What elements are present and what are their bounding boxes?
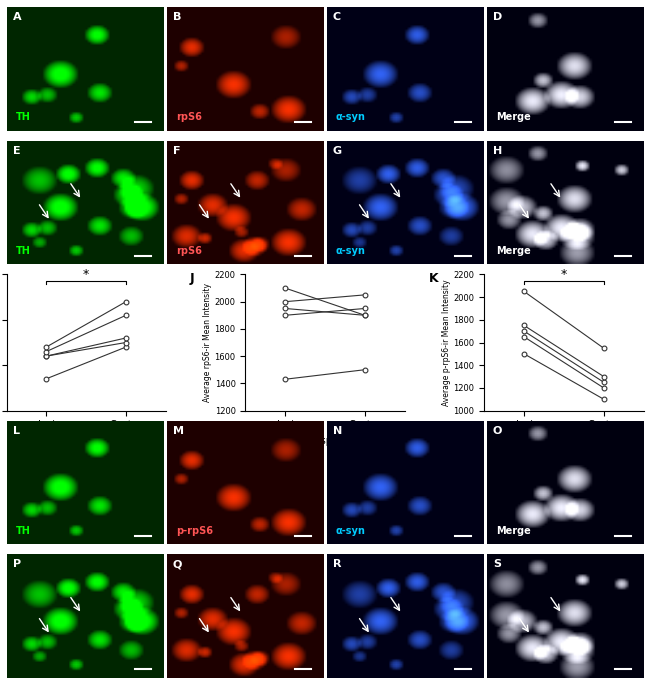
Point (280, 296, 291, 307)
X-axis label: Hemisphere: Hemisphere (534, 436, 593, 446)
Text: TH: TH (16, 246, 31, 256)
Point (599, 394, 609, 405)
Text: P: P (13, 560, 21, 569)
Text: R: R (333, 560, 341, 569)
Point (519, 320, 529, 331)
Point (121, 337, 131, 348)
Text: p-rpS6: p-rpS6 (176, 525, 213, 536)
Point (41, 351, 51, 362)
Point (121, 310, 131, 321)
Point (280, 374, 291, 385)
Text: K: K (428, 272, 438, 285)
Text: B: B (173, 12, 181, 22)
Text: TH: TH (16, 112, 31, 122)
Point (121, 296, 131, 307)
Point (599, 382, 609, 393)
Text: TH: TH (16, 525, 31, 536)
Text: *: * (83, 268, 89, 281)
Point (121, 332, 131, 343)
Point (599, 377, 609, 388)
Text: E: E (13, 146, 20, 155)
Text: C: C (333, 12, 341, 22)
Text: A: A (13, 12, 21, 22)
X-axis label: Hemisphere: Hemisphere (296, 436, 354, 446)
Point (359, 310, 370, 321)
Text: Merge: Merge (496, 525, 531, 536)
Point (41, 346, 51, 357)
Point (519, 349, 529, 360)
Text: Merge: Merge (496, 246, 531, 256)
Point (359, 310, 370, 321)
Text: rpS6: rpS6 (176, 112, 202, 122)
Text: J: J (190, 272, 194, 285)
Text: N: N (333, 425, 342, 436)
Point (41, 351, 51, 362)
Text: S: S (493, 560, 501, 569)
Text: O: O (493, 425, 502, 436)
Point (519, 332, 529, 342)
Point (519, 286, 529, 297)
Y-axis label: Average p-rpS6-ir Mean Intensity: Average p-rpS6-ir Mean Intensity (441, 279, 450, 406)
Point (519, 325, 529, 336)
Text: Q: Q (173, 560, 182, 569)
Point (599, 371, 609, 382)
Text: G: G (333, 146, 342, 155)
Point (280, 283, 291, 294)
Text: α-syn: α-syn (336, 112, 366, 122)
Point (41, 342, 51, 353)
Text: L: L (13, 425, 20, 436)
Point (359, 289, 370, 300)
Text: Merge: Merge (496, 112, 531, 122)
X-axis label: Hemisphere: Hemisphere (57, 436, 116, 446)
Text: *: * (561, 268, 567, 281)
Point (121, 342, 131, 353)
Point (280, 310, 291, 321)
Point (280, 303, 291, 314)
Point (359, 303, 370, 314)
Text: D: D (493, 12, 502, 22)
Text: M: M (173, 425, 184, 436)
Point (359, 364, 370, 375)
Text: F: F (173, 146, 180, 155)
Text: H: H (493, 146, 502, 155)
Text: α-syn: α-syn (336, 525, 366, 536)
Point (41, 373, 51, 384)
Point (599, 342, 609, 353)
Text: α-syn: α-syn (336, 246, 366, 256)
Text: rpS6: rpS6 (176, 246, 202, 256)
Y-axis label: Average rpS6-ir Mean Intensity: Average rpS6-ir Mean Intensity (203, 283, 212, 402)
